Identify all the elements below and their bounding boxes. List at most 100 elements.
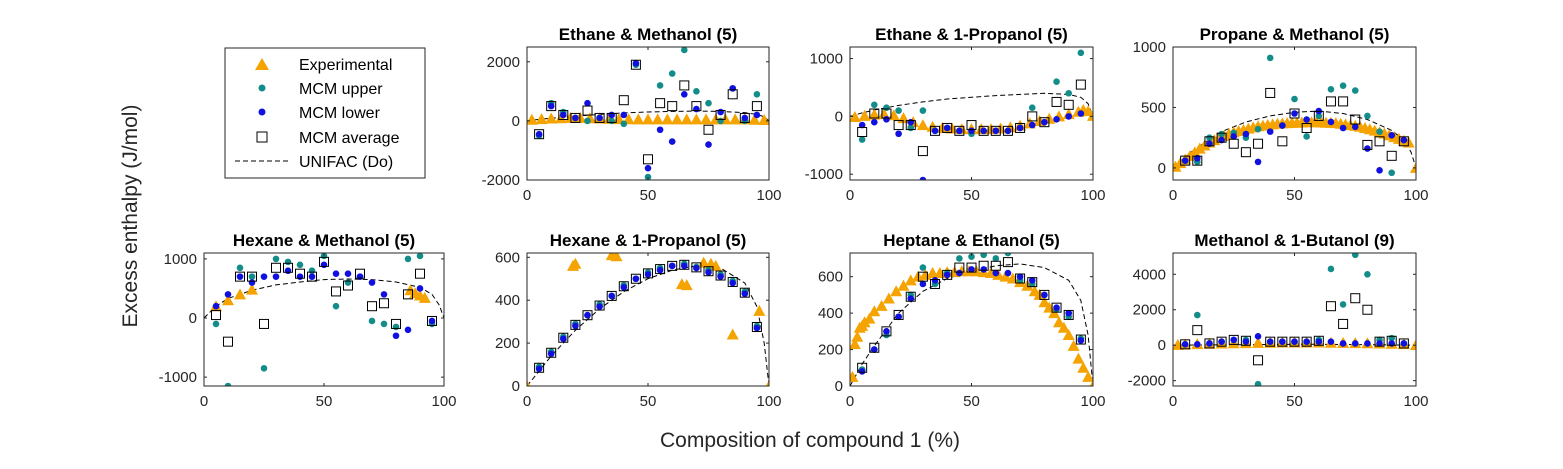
mcm-lower-point — [693, 105, 700, 113]
x-tick-label: 100 — [1080, 393, 1105, 410]
mcm-upper-point — [956, 255, 963, 262]
mcm-average-point — [1216, 336, 1227, 347]
mcm-average-point — [1180, 339, 1191, 350]
experimental-point — [1193, 142, 1206, 154]
legend-item-mcm-average: MCM average — [256, 130, 400, 147]
mcm-average-point — [355, 268, 365, 279]
mcm-lower-point — [428, 317, 436, 325]
y-tick-label: 600 — [818, 269, 843, 286]
mcm-average-point — [271, 262, 281, 273]
y-tick-label: 400 — [818, 305, 843, 322]
mcm-average-point — [1325, 301, 1336, 312]
mcm-average-point — [1075, 334, 1086, 345]
experimental-point — [610, 253, 623, 262]
mcm-average-point — [1063, 309, 1074, 320]
mcm-average-point — [881, 108, 892, 119]
mcm-lower-point — [1181, 157, 1189, 164]
mcm-lower-point — [741, 114, 749, 122]
mcm-average-point — [1265, 336, 1276, 347]
mcm-lower-point — [608, 292, 615, 300]
mcm-upper-point — [368, 317, 376, 325]
experimental-point — [875, 299, 888, 311]
mcm-lower-point — [644, 164, 652, 172]
mcm-upper-point — [919, 264, 927, 271]
x-tick-label: 50 — [316, 393, 333, 410]
mcm-lower-point — [895, 130, 902, 138]
mcm-average-point — [606, 112, 617, 123]
mcm-average-point — [917, 271, 928, 282]
mcm-average-point — [319, 256, 329, 267]
mcm-lower-point — [1041, 291, 1048, 299]
mcm-average-point — [1313, 335, 1324, 346]
mcm-upper-point — [668, 70, 676, 77]
mcm-average-point — [618, 95, 629, 106]
mcm-average-point — [1325, 96, 1336, 107]
mcm-average-point — [667, 101, 678, 112]
mcm-upper-point — [1053, 78, 1060, 85]
mcm-lower-point — [1016, 273, 1024, 280]
mcm-average-point — [1051, 96, 1062, 107]
mcm-average-point — [1386, 335, 1397, 346]
mcm-upper-point — [1266, 54, 1274, 62]
x-tick-label: 50 — [1286, 393, 1303, 410]
experimental-point — [1067, 339, 1080, 351]
mcm-average-point — [1374, 136, 1385, 147]
mcm-upper-point — [1364, 112, 1371, 120]
mcm-average-point — [1039, 117, 1050, 128]
mcm-upper-point — [693, 88, 700, 95]
mcm-lower-point — [1242, 130, 1250, 138]
mcm-average-point — [1204, 338, 1215, 349]
experimental-point — [868, 305, 881, 317]
mcm-average-point — [1253, 355, 1264, 366]
mcm-lower-point — [1400, 340, 1408, 347]
mcm-average-point — [1338, 318, 1349, 329]
mcm-upper-point — [1376, 128, 1383, 135]
legend-item-unifac: UNIFAC (Do) — [235, 154, 393, 171]
mcm-lower-point — [1266, 338, 1274, 345]
x-tick-label: 100 — [1080, 187, 1105, 204]
mcm-average-point — [966, 262, 977, 273]
mcm-average-point — [1374, 336, 1385, 347]
mcm-lower-point — [1218, 338, 1225, 345]
mcm-average-point — [1277, 336, 1288, 347]
y-tick-label: 200 — [818, 342, 843, 359]
mcm-lower-point — [332, 270, 340, 277]
mcm-lower-point — [1279, 122, 1286, 129]
experimental-point — [858, 109, 871, 121]
mcm-lower-point — [620, 284, 628, 291]
mcm-lower-point — [1242, 338, 1250, 345]
mcm-average-point — [1398, 338, 1409, 349]
mcm-average-point — [727, 276, 738, 287]
mcm-lower-point — [535, 365, 543, 373]
plot-marks — [204, 253, 444, 386]
mcm-lower-point — [560, 335, 567, 343]
mcm-average-point — [905, 120, 916, 131]
mcm-upper-point — [895, 107, 902, 114]
mcm-lower-point — [1266, 128, 1274, 135]
plot-marks — [1173, 253, 1416, 386]
mcm-average-point — [751, 101, 762, 112]
mcm-lower-point — [1254, 333, 1262, 340]
y-tick-label: 500 — [1141, 99, 1166, 116]
mcm-average-point — [1002, 257, 1013, 268]
mcm-average-point — [223, 336, 233, 347]
mcm-average-point — [618, 281, 629, 292]
experimental-point — [850, 338, 861, 350]
mcm-lower-point — [980, 127, 987, 135]
y-tick-label: 1000 — [810, 51, 843, 68]
mcm-average-point — [978, 260, 989, 271]
mcm-lower-point — [907, 118, 915, 126]
dot-marker-icon — [258, 84, 266, 92]
mcm-average-point — [582, 310, 593, 321]
mcm-average-point — [1338, 96, 1349, 107]
panel-title: Ethane & Methanol (5) — [559, 25, 738, 44]
mcm-average-point — [594, 300, 605, 311]
experimental-point — [1082, 105, 1093, 117]
mcm-lower-point — [968, 127, 975, 135]
mcm-average-point — [606, 290, 617, 301]
mcm-average-point — [655, 98, 666, 109]
mcm-lower-point — [1065, 113, 1072, 120]
mcm-lower-point — [871, 346, 878, 353]
mcm-lower-point — [943, 124, 951, 132]
y-tick-label: 0 — [512, 113, 520, 130]
